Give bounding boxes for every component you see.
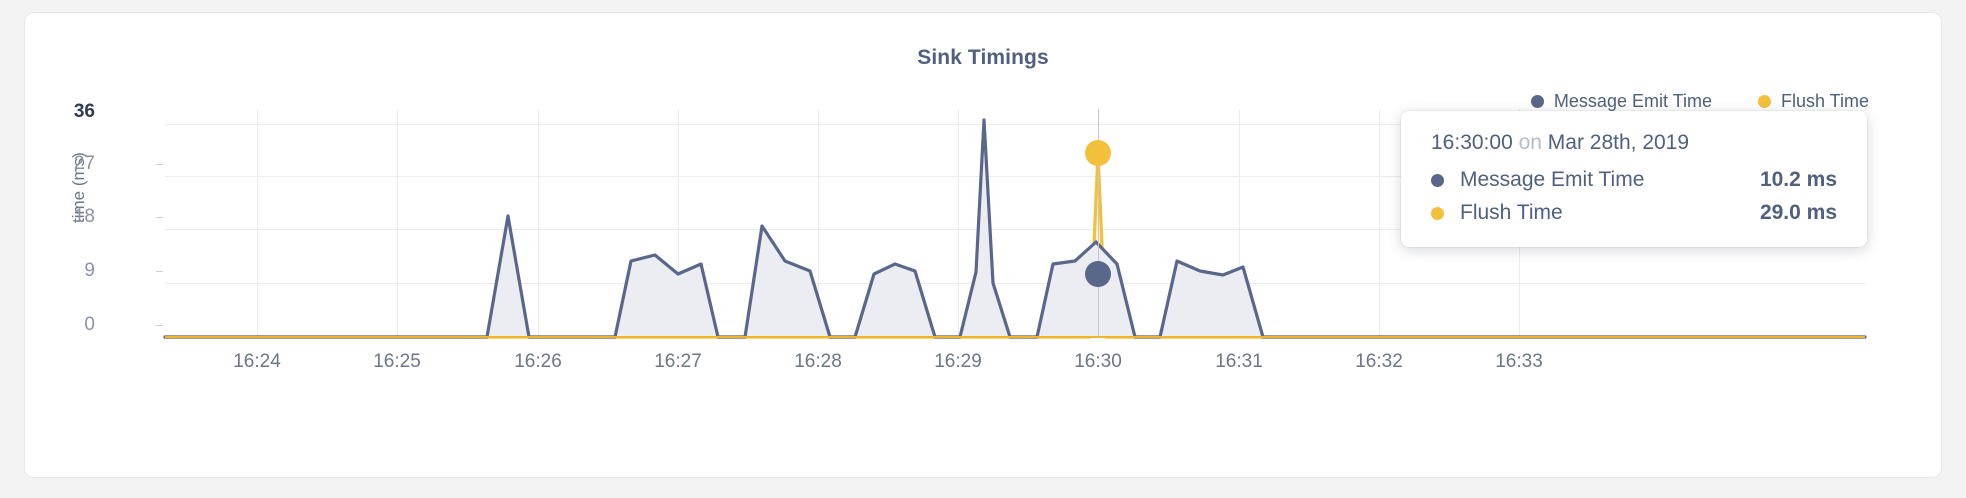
tooltip-date: Mar 28th, 2019 [1547, 131, 1690, 154]
tooltip-connector: on [1512, 131, 1548, 154]
gridline-vertical [257, 109, 258, 338]
y-tick-mark [156, 164, 163, 165]
x-axis-baseline [165, 336, 1865, 338]
legend-item-message-emit-time[interactable]: Message Emit Time [1530, 91, 1712, 112]
tooltip-time: 16:30:00 [1431, 131, 1513, 154]
x-tick-label: 16:27 [654, 351, 702, 372]
gridline-vertical [397, 109, 398, 338]
hover-marker-flush-time[interactable] [1085, 140, 1111, 166]
gridline-horizontal [165, 176, 1865, 177]
x-tick-label: 16:24 [233, 351, 281, 372]
x-tick-label: 16:28 [794, 351, 842, 372]
gridline-horizontal [165, 229, 1865, 230]
tooltip-row-flush-time: Flush Time 29.0 ms [1431, 201, 1837, 225]
legend-dot-icon [1757, 95, 1771, 108]
hover-marker-message-emit-time[interactable] [1085, 261, 1111, 287]
chart-card: Sink Timings time (ms) 36 27 18 9 0 16:2… [24, 12, 1942, 478]
page-title: Sink Timings [917, 46, 1049, 69]
x-tick-label: 16:26 [514, 351, 562, 372]
x-tick-label: 16:31 [1215, 351, 1263, 372]
x-tick-label: 16:33 [1495, 351, 1543, 372]
gridline-vertical [1239, 109, 1240, 338]
y-tick-mark [156, 217, 163, 218]
tooltip-row-message-emit-time: Message Emit Time 10.2 ms [1431, 168, 1837, 192]
legend-label: Message Emit Time [1553, 91, 1712, 111]
hover-tooltip: 16:30:00 on Mar 28th, 2019 Message Emit … [1401, 111, 1867, 247]
tooltip-series-label: Message Emit Time [1460, 168, 1645, 191]
tooltip-dot-icon [1431, 173, 1444, 187]
x-tick-label: 16:30 [1074, 351, 1122, 372]
legend-label: Flush Time [1780, 91, 1869, 111]
y-tick-label: 0 [84, 314, 95, 335]
gridline-vertical [818, 109, 819, 338]
tooltip-series-label: Flush Time [1460, 201, 1563, 224]
x-tick-label: 16:25 [373, 351, 421, 372]
y-tick-mark [156, 325, 163, 326]
y-tick-label: 18 [73, 206, 95, 227]
x-tick-label: 16:29 [934, 351, 982, 372]
tooltip-series-value: 29.0 ms [1759, 201, 1837, 224]
legend-dot-icon [1530, 95, 1544, 108]
tooltip-dot-icon [1431, 206, 1444, 220]
gridline-horizontal [165, 124, 1865, 125]
gridline-horizontal [165, 283, 1865, 284]
x-tick-label: 16:32 [1355, 351, 1403, 372]
tooltip-header: 16:30:00 on Mar 28th, 2019 [1431, 131, 1837, 155]
gridline-vertical [1379, 109, 1380, 338]
legend-item-flush-time[interactable]: Flush Time [1757, 91, 1869, 112]
gridline-vertical [958, 109, 959, 338]
gridline-vertical [538, 109, 539, 338]
tooltip-series-value: 10.2 ms [1759, 168, 1837, 191]
y-tick-label: 9 [84, 260, 95, 281]
y-tick-mark [156, 271, 163, 272]
chart-legend: Message Emit Time Flush Time [1530, 91, 1869, 112]
y-tick-label: 27 [73, 153, 95, 174]
y-tick-label: 36 [73, 101, 95, 122]
plot-area [163, 109, 1867, 339]
gridline-vertical [678, 109, 679, 338]
hover-crosshair [1098, 109, 1099, 338]
